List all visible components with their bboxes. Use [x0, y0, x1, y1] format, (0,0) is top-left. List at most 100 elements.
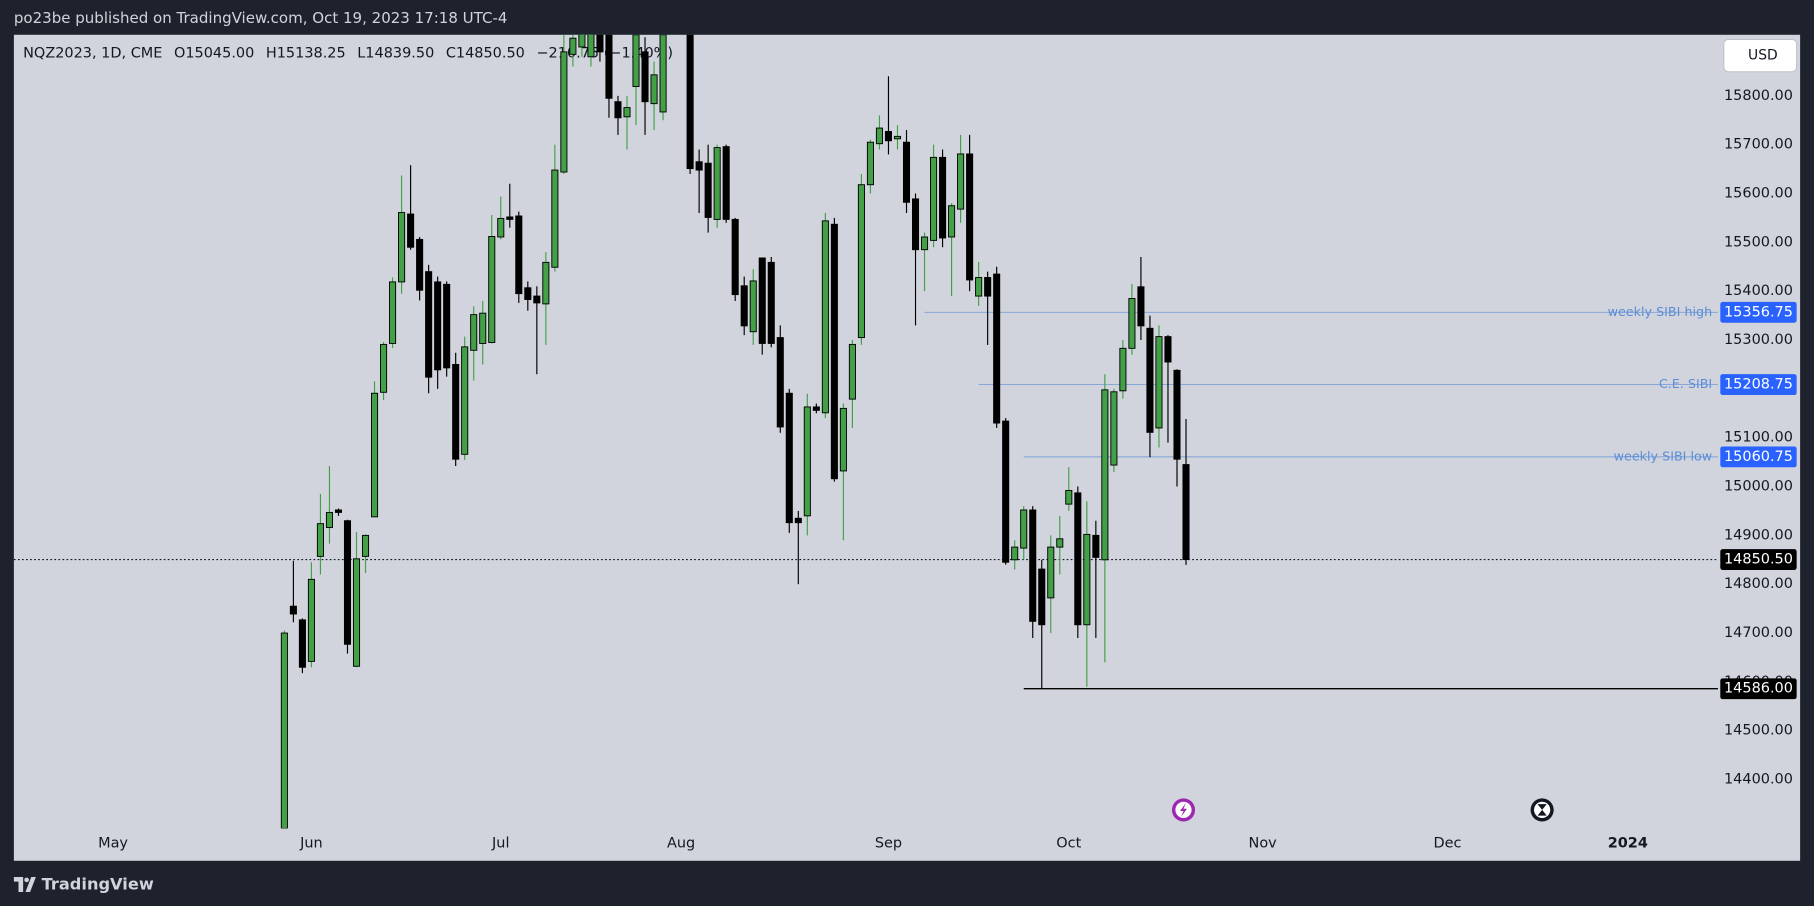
- last-price-box: [1720, 549, 1797, 570]
- y-tick-label: 14700.00: [1724, 625, 1793, 641]
- level-label: weekly SIBI low: [1614, 448, 1713, 463]
- candle-body: [298, 619, 306, 668]
- level-price: 15060.75: [1724, 449, 1793, 465]
- candle-body: [371, 392, 379, 518]
- x-tick-label: Oct: [1056, 835, 1081, 851]
- brand: TradingView: [42, 875, 154, 894]
- x-tick-label: Sep: [875, 835, 902, 851]
- candle-body: [1092, 534, 1100, 558]
- low-label: L14839.50: [357, 45, 434, 61]
- candle-body: [488, 236, 496, 343]
- candle-body: [479, 312, 487, 344]
- candle-body: [848, 343, 856, 400]
- candle-body: [1020, 509, 1028, 549]
- y-tick-label: 15500.00: [1724, 234, 1793, 250]
- candle-body: [803, 406, 811, 517]
- candle-body: [740, 285, 748, 327]
- candle-body: [1110, 391, 1118, 466]
- candle-body: [443, 283, 451, 369]
- candle-body: [461, 346, 469, 455]
- x-tick-label: May: [98, 835, 128, 851]
- candle-body: [1101, 389, 1109, 561]
- candle-body: [812, 406, 820, 411]
- candle-body: [380, 343, 388, 393]
- candle-body: [289, 605, 297, 615]
- candle-body: [524, 287, 532, 300]
- candle-body: [1137, 286, 1145, 327]
- candle-body: [902, 141, 911, 203]
- candle-body: [650, 74, 658, 105]
- candle-body: [1164, 336, 1172, 363]
- change-label: −210.75 (−1.40%): [536, 45, 673, 61]
- currency-button[interactable]: [1723, 38, 1798, 73]
- candle-body: [605, 34, 613, 99]
- level-label: C.E. SIBI: [1659, 376, 1712, 391]
- candle-body: [280, 632, 288, 829]
- candle-body: [686, 34, 694, 170]
- candle-body: [434, 281, 442, 371]
- candle-body: [307, 578, 315, 662]
- candle-body: [767, 261, 775, 344]
- candle-body: [975, 277, 983, 297]
- x-tick-label: Aug: [667, 835, 695, 851]
- countdown-icon[interactable]: [1530, 798, 1554, 822]
- level-price-box: [1720, 374, 1797, 396]
- candle-body: [948, 205, 956, 238]
- candle-body: [1128, 298, 1136, 349]
- candle-body: [884, 131, 892, 142]
- candle-body: [361, 534, 370, 557]
- high-label: H15138.25: [266, 45, 346, 61]
- candle-body: [875, 127, 883, 145]
- close-label: C14850.50: [446, 45, 525, 61]
- x-tick-label: Dec: [1434, 835, 1462, 851]
- candle-body: [1083, 533, 1091, 626]
- candle-body: [839, 407, 847, 472]
- candle-body: [857, 184, 865, 339]
- y-tick-label: 15800.00: [1724, 88, 1793, 104]
- y-tick-label: 14500.00: [1724, 723, 1793, 739]
- alert-icon[interactable]: [1171, 798, 1196, 822]
- x-tick-label: Jun: [299, 835, 323, 851]
- candle-body: [1173, 369, 1181, 460]
- candle-body: [1119, 347, 1127, 392]
- candle-body: [316, 523, 324, 557]
- y-tick-label: 15300.00: [1724, 332, 1793, 348]
- candle-body: [416, 238, 424, 291]
- candle-body: [1074, 492, 1082, 626]
- candle-body: [470, 314, 478, 351]
- candle-body: [830, 223, 838, 480]
- candle-body: [731, 218, 739, 296]
- candle-body: [993, 273, 1001, 424]
- open-label: O15045.00: [174, 45, 254, 61]
- candle-body: [1029, 509, 1037, 622]
- candle-body: [1047, 546, 1055, 599]
- candle-body: [695, 161, 703, 171]
- y-tick-label: 15400.00: [1724, 283, 1793, 299]
- candle-body: [587, 34, 595, 58]
- candle-body: [1011, 546, 1019, 561]
- candle-body: [794, 517, 802, 524]
- candle-body: [1038, 568, 1046, 626]
- candle-body: [758, 257, 766, 344]
- x-tick-label: 2024: [1608, 835, 1648, 851]
- level-price-box: [1720, 446, 1797, 468]
- candle-body: [984, 277, 992, 297]
- candle-body: [506, 216, 514, 220]
- currency: USD: [1748, 48, 1778, 64]
- candle-body: [957, 153, 965, 210]
- candle-body: [533, 295, 541, 304]
- axes: 14400.0014500.0014600.0014700.0014800.00…: [98, 88, 1797, 851]
- candle-body: [343, 520, 352, 645]
- candle-body: [776, 337, 784, 428]
- candle-body: [911, 198, 920, 251]
- candle-body: [425, 271, 433, 378]
- x-tick-label: Jul: [491, 835, 509, 851]
- candle-body: [641, 51, 649, 103]
- candle-body: [704, 162, 712, 218]
- symbol: NQZ2023, 1D, CME: [23, 45, 162, 61]
- last-price: 14850.50: [1724, 552, 1793, 568]
- x-tick-label: Nov: [1249, 835, 1278, 851]
- brand-logo: [13, 876, 36, 893]
- candle-body: [515, 215, 523, 295]
